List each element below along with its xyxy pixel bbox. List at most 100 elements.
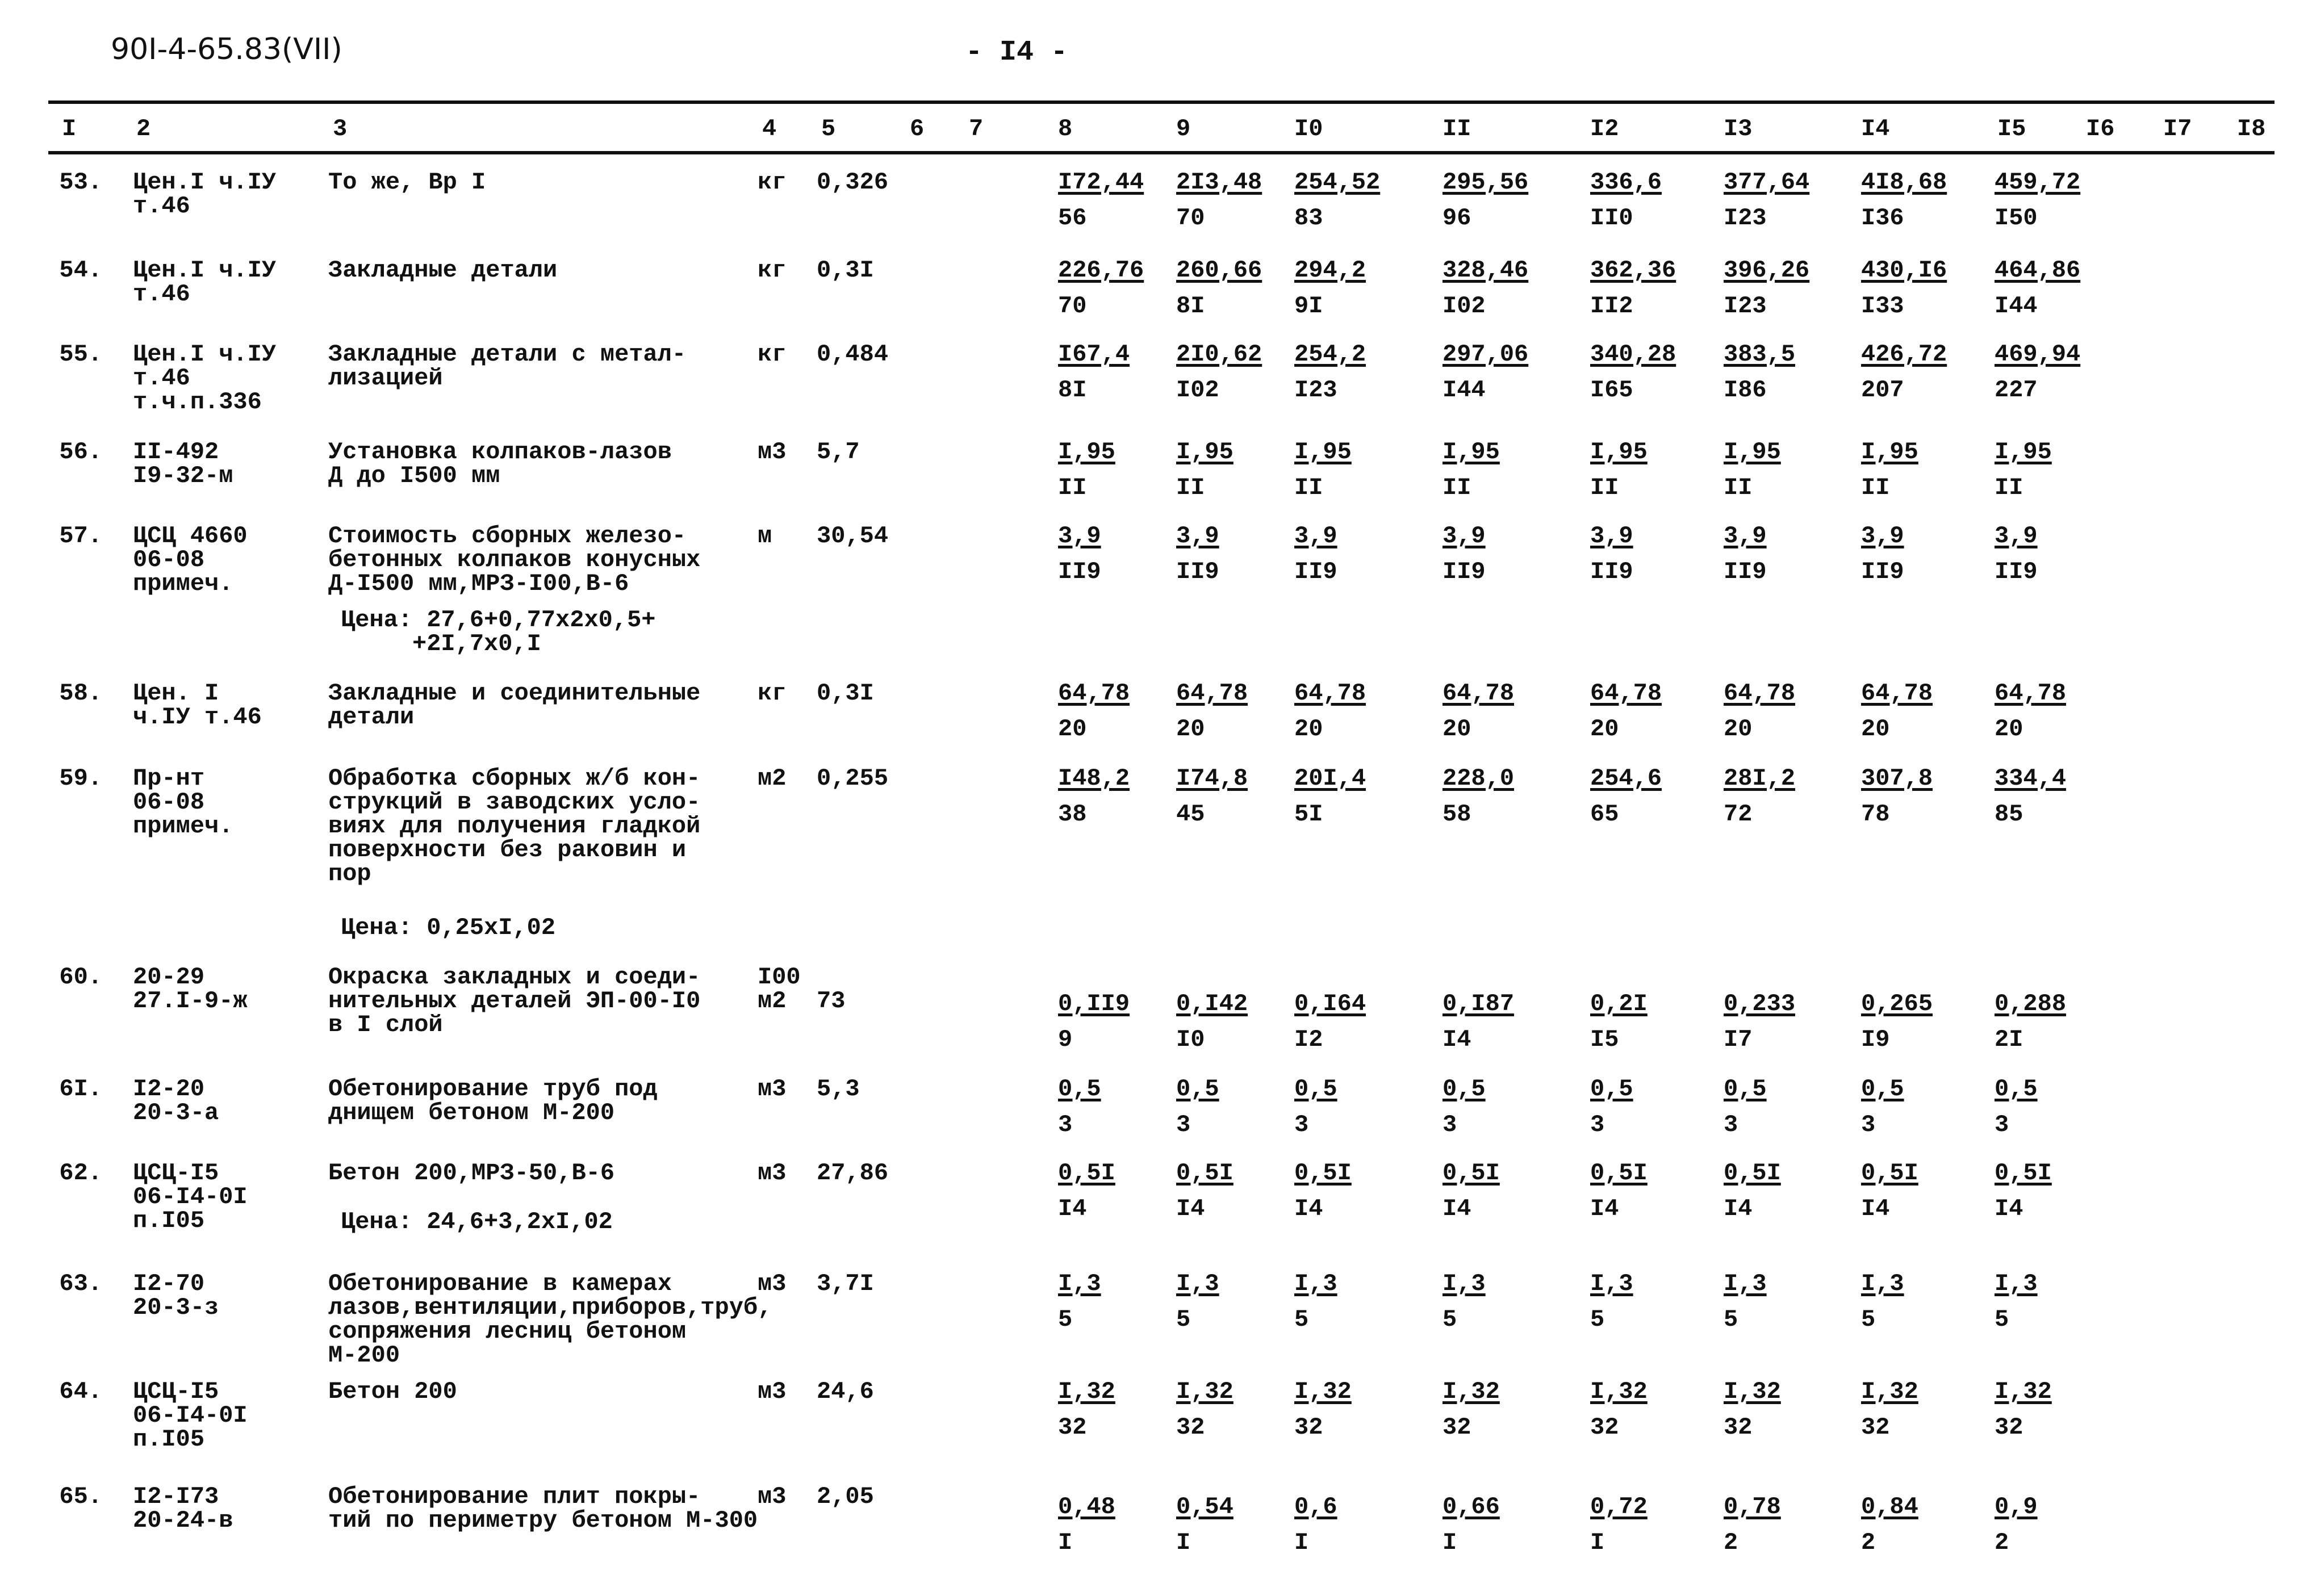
value-top: I,32	[1724, 1378, 1781, 1405]
row-code-line: примеч.	[133, 812, 233, 840]
value-top: I,95	[1724, 438, 1781, 466]
value-top: 64,78	[1861, 680, 1933, 707]
value-bottom: 32	[1176, 1414, 1205, 1441]
row-unit: м3	[758, 1270, 787, 1297]
row-description-line: Бетон 200,МРЗ-50,В-6	[328, 1159, 615, 1187]
value-bottom: 32	[1058, 1414, 1087, 1441]
value-top: 20I,4	[1294, 765, 1366, 792]
value-bottom: I4	[1724, 1195, 1753, 1222]
value-bottom: 96	[1442, 204, 1471, 232]
value-top: I,32	[1590, 1378, 1648, 1405]
row-number: 65.	[59, 1483, 102, 1510]
value-bottom: 5	[1590, 1306, 1605, 1333]
value-bottom: 20	[1176, 715, 1205, 743]
value-top: 464,86	[1995, 257, 2081, 284]
value-top: 294,2	[1294, 257, 1366, 284]
value-bottom: I	[1294, 1529, 1309, 1556]
value-top: I,32	[1995, 1378, 2052, 1405]
value-bottom: 2I	[1995, 1026, 2023, 1053]
row-description-line: тий по периметру бетоном М-300	[328, 1507, 758, 1534]
column-header: 5	[821, 115, 836, 143]
row-number: 64.	[59, 1378, 102, 1405]
row-description-line: Бетон 200	[328, 1378, 457, 1405]
column-header: 7	[969, 115, 984, 143]
value-bottom: 3	[1724, 1111, 1738, 1138]
value-top: I,3	[1590, 1270, 1633, 1297]
row-description-line: То же, Вр I	[328, 169, 486, 196]
row-description-line: Обетонирование труб под	[328, 1075, 658, 1103]
row-description-line: пор	[328, 860, 371, 887]
row-code-line: п.I05	[133, 1207, 205, 1234]
value-bottom: I23	[1724, 292, 1767, 320]
row-unit: м2	[758, 765, 787, 792]
row-quantity: 0,255	[817, 765, 889, 792]
value-bottom: 20	[1590, 715, 1619, 743]
row-description-line: струкций в заводских усло-	[328, 789, 701, 816]
value-bottom: 9	[1058, 1026, 1073, 1053]
value-top: 0,I64	[1294, 990, 1366, 1017]
row-quantity: 0,3I	[817, 257, 874, 284]
value-bottom: II9	[1724, 558, 1767, 585]
value-bottom: 20	[1294, 715, 1323, 743]
row-number: 53.	[59, 169, 102, 196]
row-code-line: 20-3-з	[133, 1294, 219, 1321]
row-description-line: в I слой	[328, 1011, 443, 1038]
value-top: 0,5	[1995, 1075, 2038, 1103]
value-bottom: I9	[1861, 1026, 1890, 1053]
row-unit: кг	[758, 169, 787, 196]
value-top: 0,2I	[1590, 990, 1648, 1017]
row-unit: кг	[758, 341, 787, 368]
value-top: I74,8	[1176, 765, 1248, 792]
value-top: 469,94	[1995, 341, 2081, 368]
row-code-line: т.46	[133, 365, 190, 392]
value-top: 0,5	[1442, 1075, 1486, 1103]
value-top: 0,265	[1861, 990, 1933, 1017]
row-quantity: 27,86	[817, 1159, 889, 1187]
value-top: 0,5	[1861, 1075, 1904, 1103]
value-top: 3,9	[1861, 522, 1904, 550]
value-top: I,32	[1058, 1378, 1115, 1405]
value-bottom: I02	[1442, 292, 1486, 320]
value-bottom: 3	[1294, 1111, 1309, 1138]
value-bottom: 227	[1995, 376, 2038, 404]
value-top: 0,5	[1058, 1075, 1101, 1103]
value-top: I,3	[1861, 1270, 1904, 1297]
row-price-formula-line: +2I,7x0,I	[341, 630, 541, 657]
row-description-line: Д до I500 мм	[328, 462, 500, 489]
column-header: 8	[1058, 115, 1073, 143]
value-top: 0,5	[1724, 1075, 1767, 1103]
value-top: 226,76	[1058, 257, 1144, 284]
value-top: 2I3,48	[1176, 169, 1262, 196]
value-top: 0,66	[1442, 1493, 1500, 1520]
value-top: I,3	[1294, 1270, 1337, 1297]
row-unit: м2	[758, 987, 787, 1015]
value-bottom: 56	[1058, 204, 1087, 232]
value-top: I,32	[1176, 1378, 1234, 1405]
value-top: 3,9	[1590, 522, 1633, 550]
value-top: 362,36	[1590, 257, 1676, 284]
value-bottom: II9	[1995, 558, 2038, 585]
value-bottom: II9	[1590, 558, 1633, 585]
value-top: I,3	[1176, 1270, 1219, 1297]
value-top: 64,78	[1995, 680, 2067, 707]
value-bottom: 3	[1590, 1111, 1605, 1138]
value-top: 307,8	[1861, 765, 1933, 792]
row-quantity: 0,484	[817, 341, 889, 368]
value-top: 295,56	[1442, 169, 1529, 196]
value-top: I,32	[1294, 1378, 1352, 1405]
value-bottom: I4	[1590, 1195, 1619, 1222]
value-bottom: I5	[1590, 1026, 1619, 1053]
row-code-line: примеч.	[133, 570, 233, 597]
value-bottom: II	[1294, 474, 1323, 501]
row-quantity: 2,05	[817, 1483, 874, 1510]
row-code-line: п.I05	[133, 1426, 205, 1453]
row-code-line: Пр-нт	[133, 765, 205, 792]
value-top: I,32	[1861, 1378, 1918, 1405]
value-top: 328,46	[1442, 257, 1529, 284]
value-top: 0,5I	[1724, 1159, 1781, 1187]
column-header: I7	[2163, 115, 2192, 143]
value-top: 0,5I	[1294, 1159, 1352, 1187]
value-bottom: I4	[1442, 1195, 1471, 1222]
value-top: I,95	[1176, 438, 1234, 466]
value-bottom: 3	[1861, 1111, 1876, 1138]
